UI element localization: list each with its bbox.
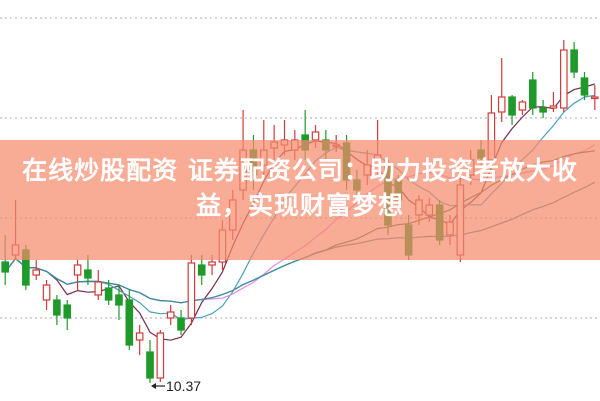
candle-down [177,310,185,335]
candle-body [146,351,154,379]
candle-body [528,79,537,109]
candle-body [311,131,320,141]
candle-body [156,332,165,379]
candle-body [166,311,175,319]
candle-body [570,49,578,73]
candle-body [208,261,216,266]
candle-body [42,284,51,301]
candle-down [508,95,516,125]
candle-body [94,281,103,296]
candle-down [580,72,589,100]
candle-down [197,255,206,285]
candle-up [135,325,144,355]
candle-body [104,287,113,301]
candle-up [518,100,527,115]
candle-body [84,269,92,279]
title-line-2: 益，实现财富梦想 [195,191,404,220]
article-title: 在线炒股配资 证券配资公司：助力投资者放大收 益，实现财富梦想 [0,153,600,223]
candle-body [497,96,506,113]
candle-body [508,96,516,116]
candle-body [63,304,72,319]
candle-body [518,101,527,111]
candle-body [53,299,61,316]
candle-down [63,300,72,330]
low-annotation: 10.37 [151,378,201,394]
candle-down [53,295,61,325]
candle-up [32,260,41,280]
candle-up [94,270,103,300]
candle-body [549,105,558,109]
candle-down [146,340,154,383]
candle-body [115,294,123,306]
title-banner [0,140,600,260]
arrow-left-icon [151,383,156,389]
candle-body [187,262,196,319]
candle-body [125,299,134,346]
candle-up [166,305,175,325]
candle-up [156,330,165,382]
candle-up [497,58,506,122]
candle-body [559,49,568,109]
candle-body [580,77,589,96]
candle-body [32,269,41,276]
candle-down [115,285,123,320]
candle-up [187,255,196,325]
candle-body [591,96,599,100]
candle-down [539,100,547,118]
candle-down [84,255,92,285]
candle-body [197,264,206,276]
candle-down [104,280,113,305]
candle-down [570,42,578,78]
candle-body [73,264,82,276]
candle-down [528,72,537,115]
candle-up [591,85,599,110]
candle-up [559,40,568,112]
candle-up [42,280,51,310]
title-line-1: 在线炒股配资 证券配资公司：助力投资者放大收 [22,156,578,185]
candle-body [177,317,185,331]
candle-body [1,261,9,273]
candle-body [539,107,547,113]
candle-up [73,260,82,290]
candle-body [135,332,144,341]
low-price-label: 10.37 [166,378,201,394]
candle-down [125,290,134,350]
candle-up [549,92,558,112]
